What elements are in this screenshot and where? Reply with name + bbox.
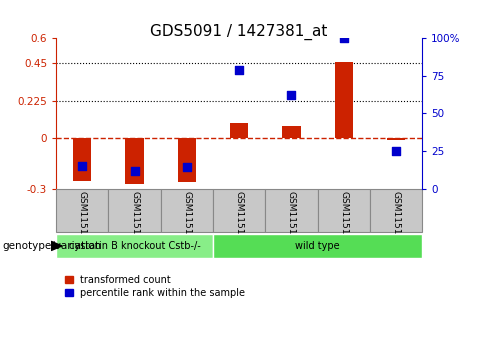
FancyBboxPatch shape <box>318 188 370 232</box>
Polygon shape <box>51 241 62 250</box>
Point <box>287 92 295 98</box>
Text: GSM1151371: GSM1151371 <box>391 191 401 252</box>
Point <box>340 35 347 41</box>
FancyBboxPatch shape <box>108 188 161 232</box>
Bar <box>178 138 196 182</box>
FancyBboxPatch shape <box>56 234 213 258</box>
Point <box>131 168 139 174</box>
Text: GSM1151369: GSM1151369 <box>287 191 296 252</box>
Point <box>392 148 400 154</box>
FancyBboxPatch shape <box>56 188 108 232</box>
Text: GSM1151366: GSM1151366 <box>130 191 139 252</box>
FancyBboxPatch shape <box>370 188 422 232</box>
Bar <box>282 126 301 138</box>
Text: GDS5091 / 1427381_at: GDS5091 / 1427381_at <box>150 24 328 40</box>
Point <box>183 164 191 170</box>
Point <box>235 67 243 73</box>
FancyBboxPatch shape <box>213 234 422 258</box>
Text: GSM1151368: GSM1151368 <box>235 191 244 252</box>
Bar <box>125 138 143 184</box>
Text: genotype/variation: genotype/variation <box>2 241 102 251</box>
Bar <box>335 61 353 138</box>
FancyBboxPatch shape <box>213 188 265 232</box>
FancyBboxPatch shape <box>265 188 318 232</box>
FancyBboxPatch shape <box>161 188 213 232</box>
Text: GSM1151367: GSM1151367 <box>183 191 191 252</box>
Text: GSM1151370: GSM1151370 <box>339 191 348 252</box>
Bar <box>230 123 248 138</box>
Legend: transformed count, percentile rank within the sample: transformed count, percentile rank withi… <box>61 271 249 302</box>
Text: GSM1151365: GSM1151365 <box>78 191 87 252</box>
Text: cystatin B knockout Cstb-/-: cystatin B knockout Cstb-/- <box>69 241 201 251</box>
Bar <box>73 138 91 181</box>
Text: wild type: wild type <box>295 241 340 251</box>
Bar <box>387 138 405 140</box>
Point <box>79 163 86 169</box>
